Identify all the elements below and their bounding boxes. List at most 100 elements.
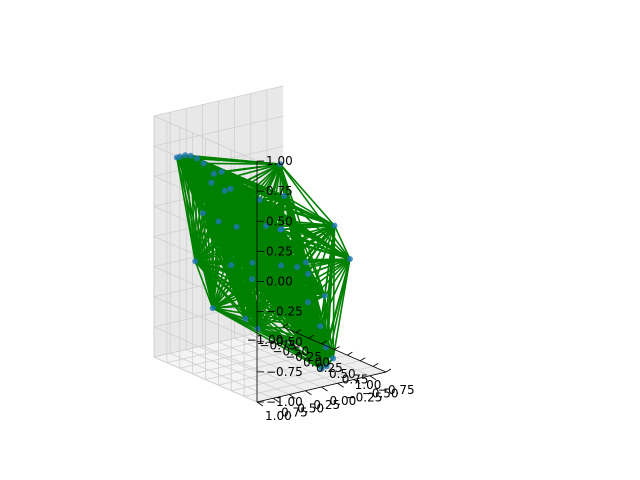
grid-line [153, 326, 258, 373]
edge-line [202, 212, 247, 319]
y-tick-mark [256, 401, 264, 407]
y-tick-label: 0.50 [297, 402, 324, 416]
edge-line [325, 258, 351, 348]
x-tick-label: 0.00 [303, 356, 330, 370]
edge-line [279, 164, 286, 197]
y-tick-label: 0.75 [281, 405, 308, 419]
axis-lines [256, 160, 392, 407]
data-point [208, 179, 215, 186]
edge-line [252, 258, 350, 264]
x-tick-mark [321, 340, 327, 345]
edge-line [194, 163, 281, 262]
edge-line [252, 224, 335, 264]
edge-line [179, 156, 197, 262]
y-tick-label: −0.25 [346, 390, 383, 404]
edge-line [202, 212, 351, 260]
edge-line [194, 261, 214, 309]
edge-line [194, 163, 205, 262]
edge-line [213, 172, 335, 227]
grid-line [153, 115, 284, 147]
y-tick-mark [272, 397, 280, 403]
data-point [227, 185, 234, 192]
x-tick-mark [385, 368, 392, 373]
x-tick-label: −1.00 [247, 333, 284, 347]
edge-line [221, 170, 335, 227]
edge-line [194, 158, 198, 262]
x-tick-label: 1.00 [355, 378, 382, 392]
edge-line [280, 265, 309, 303]
data-point [249, 259, 256, 266]
data-point [294, 264, 301, 270]
edge-line [244, 225, 336, 320]
data-point [277, 226, 284, 233]
x-tick-mark [347, 351, 353, 356]
edge-line [244, 262, 254, 319]
edge-line [212, 224, 335, 309]
data-point [303, 259, 309, 266]
data-point [263, 222, 270, 229]
data-point [199, 210, 206, 217]
data-point [249, 276, 255, 283]
data-point [242, 315, 249, 322]
edge-line [307, 225, 336, 303]
x-tick-label: 0.75 [342, 372, 369, 386]
edge-line [245, 258, 351, 320]
edge-line [212, 307, 328, 367]
y-tick-mark [305, 390, 312, 396]
y-tick-mark [289, 394, 296, 399]
x-tick-mark [360, 357, 366, 362]
data-point [318, 365, 325, 372]
grid-line [218, 341, 322, 388]
edge-line [202, 171, 223, 214]
x-tick-label: 0.50 [329, 367, 356, 381]
x-tick-label: −0.75 [260, 339, 297, 353]
edge-line [212, 307, 259, 330]
data-point [182, 152, 189, 159]
edge-line [279, 228, 351, 260]
edge-line [195, 224, 335, 263]
x-tick-label: −0.50 [272, 344, 309, 358]
x-tick-mark [308, 334, 314, 339]
z-tick-label: −0.75 [266, 365, 303, 379]
edge-line [189, 155, 197, 262]
edge-line [202, 212, 254, 264]
y-tick-label: −0.50 [362, 387, 399, 401]
grid-line [153, 145, 284, 177]
z-tick-label: 0.25 [266, 244, 293, 258]
edge-line [194, 212, 204, 262]
data-point [187, 152, 194, 159]
edge-line [279, 229, 309, 303]
edge-line [279, 163, 336, 227]
data-point [323, 363, 330, 370]
edge-line [212, 262, 254, 309]
edge-line [279, 164, 309, 303]
x-tick-label: 0.25 [316, 361, 343, 375]
x-tick-label: −0.25 [285, 350, 322, 364]
edge-line [307, 258, 351, 303]
tick-labels: −1.00−0.75−0.50−0.250.000.250.500.751.00… [247, 154, 415, 423]
edge-line [212, 195, 285, 309]
data-point [228, 262, 235, 269]
z-tick-label: 0.50 [266, 214, 293, 228]
y-tick-label: −0.75 [378, 383, 415, 397]
data-point [321, 292, 328, 299]
data-point [278, 262, 284, 269]
y-tick-mark [369, 375, 377, 381]
data-point [281, 192, 288, 199]
data-point [254, 325, 261, 332]
data-point [177, 153, 183, 160]
data-point [210, 170, 217, 177]
edge-line [195, 260, 253, 264]
y-tick-mark [321, 386, 328, 392]
x-tick-mark [334, 346, 340, 350]
y-tick-label: 0.25 [313, 398, 340, 412]
data-point [209, 305, 216, 312]
edge-line [212, 258, 351, 309]
edge-line [279, 164, 309, 275]
grid-line [153, 85, 284, 117]
edge-line [221, 163, 281, 173]
data-point [277, 161, 284, 168]
data-point [346, 256, 353, 262]
x-tick-mark [372, 363, 379, 367]
data-point [215, 218, 222, 225]
